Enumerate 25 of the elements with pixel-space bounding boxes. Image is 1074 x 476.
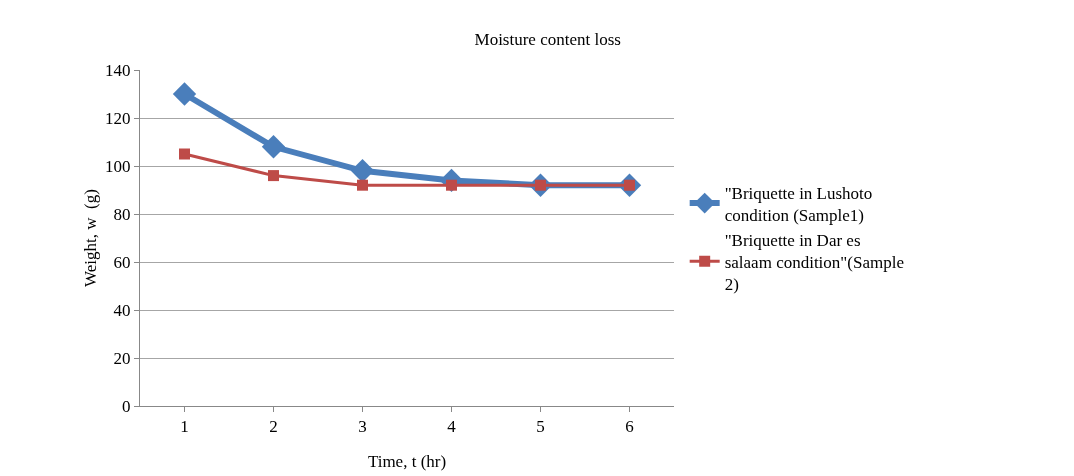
legend-label: "Briquette in Dar es salaam condition"(Sample 2) xyxy=(724,230,904,295)
y-tick-label: 120 xyxy=(105,108,131,128)
x-axis-title: Time, t (hr) xyxy=(367,452,447,471)
x-tick-label: 6 xyxy=(625,417,634,437)
point xyxy=(179,148,190,160)
legend-label: "Briquette in Lushoto condition (Sample1) xyxy=(724,183,873,225)
y-tick-label: 20 xyxy=(113,348,131,368)
x-tick-label: 3 xyxy=(358,417,367,437)
chart-title: Moisture content loss xyxy=(474,30,621,50)
y-tick-label: 80 xyxy=(113,204,131,224)
y-tick-label: 0 xyxy=(122,396,131,416)
point xyxy=(350,159,375,183)
y-tick-label: 40 xyxy=(113,300,131,320)
y-tick-label: 140 xyxy=(105,60,131,80)
x-tick-label: 1 xyxy=(180,417,189,437)
point xyxy=(261,135,286,159)
x-tick-label: 4 xyxy=(447,417,457,437)
point xyxy=(357,179,368,191)
point xyxy=(172,82,197,106)
x-tick-label: 2 xyxy=(269,417,278,437)
x-tick-label: 5 xyxy=(536,417,545,437)
y-tick-label: 100 xyxy=(105,156,131,176)
y-axis-title: Weight, w (g) xyxy=(81,189,100,287)
point xyxy=(268,170,279,182)
y-tick-label: 60 xyxy=(113,252,131,272)
